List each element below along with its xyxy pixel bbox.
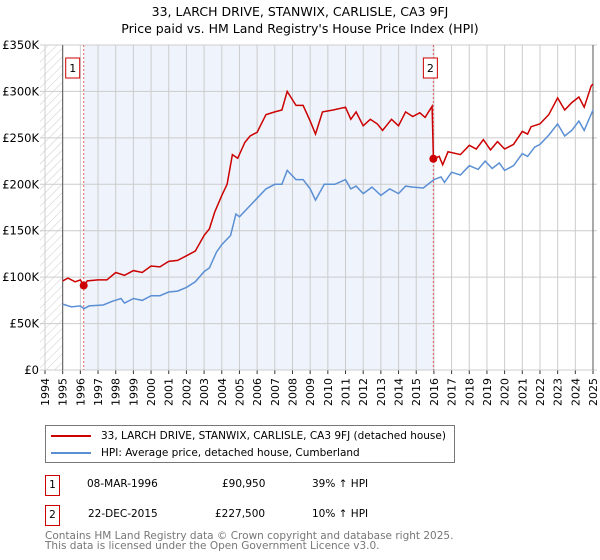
x-tick-label: 2016	[428, 378, 441, 406]
transaction-hpi: 39% ↑ HPI	[312, 478, 369, 490]
x-tick-label: 2020	[499, 378, 512, 406]
x-tick-label: 1997	[92, 378, 105, 406]
y-tick-label: £50K	[10, 317, 40, 331]
x-tick-label: 2008	[286, 378, 299, 406]
sale-label-box	[65, 57, 81, 79]
legend-label: HPI: Average price, detached house, Cumb…	[101, 447, 360, 459]
x-tick-label: 2011	[340, 378, 353, 406]
x-tick-label: 2002	[180, 378, 193, 406]
x-tick-label: 2006	[251, 378, 264, 406]
sale-point	[79, 281, 88, 290]
transaction-row: 2 22-DEC-2015 £227,500 10% ↑ HPI	[45, 505, 445, 526]
y-tick-label: £300K	[2, 84, 39, 98]
x-tick-label: 2004	[216, 378, 229, 406]
ownership-period-shading	[83, 45, 434, 370]
transaction-price: £90,950	[222, 478, 266, 490]
sale-label: 2	[427, 62, 434, 75]
x-tick-label: 2010	[322, 378, 335, 406]
x-tick-label: 1998	[110, 378, 123, 406]
x-tick-label: 2013	[375, 378, 388, 406]
x-tick-label: 2017	[446, 378, 459, 406]
x-tick-label: 2003	[198, 378, 211, 406]
transaction-date: 22-DEC-2015	[88, 508, 158, 520]
no-data-hatch	[40, 45, 63, 370]
x-tick-label: 2000	[145, 378, 158, 406]
x-tick-label: 2007	[269, 378, 282, 406]
y-tick-label: £150K	[2, 224, 39, 238]
x-tick-label: 1995	[57, 378, 70, 406]
x-tick-label: 1996	[74, 378, 87, 406]
transaction-row: 1 08-MAR-1996 £90,950 39% ↑ HPI	[45, 475, 445, 496]
transaction-date: 08-MAR-1996	[87, 478, 158, 490]
y-tick-label: £0	[24, 363, 39, 377]
chart-title: 33, LARCH DRIVE, STANWIX, CARLISLE, CA3 …	[151, 4, 449, 19]
x-tick-label: 1999	[127, 378, 140, 406]
sale-label: 1	[69, 62, 76, 75]
legend-item-hpi: HPI: Average price, detached house, Cumb…	[51, 445, 360, 461]
marker-badge: 2	[45, 505, 60, 526]
marker-badge: 1	[45, 475, 60, 496]
x-tick-label: 2014	[393, 378, 406, 406]
footer-licence: This data is licensed under the Open Gov…	[45, 540, 380, 552]
legend: 33, LARCH DRIVE, STANWIX, CARLISLE, CA3 …	[45, 425, 455, 463]
x-tick-label: 2021	[516, 378, 529, 406]
chart-subtitle: Price paid vs. HM Land Registry's House …	[121, 21, 479, 36]
y-tick-label: £200K	[2, 177, 39, 191]
x-tick-label: 1994	[39, 378, 52, 406]
x-tick-label: 2018	[463, 378, 476, 406]
legend-swatch-blue	[51, 452, 91, 454]
transaction-hpi: 10% ↑ HPI	[312, 508, 369, 520]
x-tick-label: 2005	[233, 378, 246, 406]
x-tick-label: 2019	[481, 378, 494, 406]
y-tick-label: £100K	[2, 270, 39, 284]
y-tick-label: £250K	[2, 131, 39, 145]
hpi-line	[62, 109, 594, 310]
price-chart: 1994 1995 1996 1997 1998 1999 2000 2001 2002 2003…	[2, 38, 600, 406]
property-price-line	[62, 83, 594, 287]
legend-item-property: 33, LARCH DRIVE, STANWIX, CARLISLE, CA3 …	[51, 428, 446, 444]
x-tick-label: 2009	[304, 378, 317, 406]
sale-point	[429, 154, 438, 163]
legend-label: 33, LARCH DRIVE, STANWIX, CARLISLE, CA3 …	[101, 430, 446, 442]
footer-copyright: Contains HM Land Registry data © Crown c…	[45, 530, 454, 542]
transaction-price: £227,500	[215, 508, 266, 520]
x-tick-label: 2012	[357, 378, 370, 406]
x-tick-label: 2025	[587, 378, 600, 406]
x-tick-label: 2001	[163, 378, 176, 406]
x-tick-label: 2015	[410, 378, 423, 406]
x-tick-label: 2022	[534, 378, 547, 406]
y-tick-label: £350K	[2, 38, 39, 52]
x-tick-label: 2024	[569, 378, 582, 406]
sale-label-box	[422, 57, 438, 79]
x-tick-label: 2023	[552, 378, 565, 406]
legend-swatch-red	[51, 435, 91, 437]
